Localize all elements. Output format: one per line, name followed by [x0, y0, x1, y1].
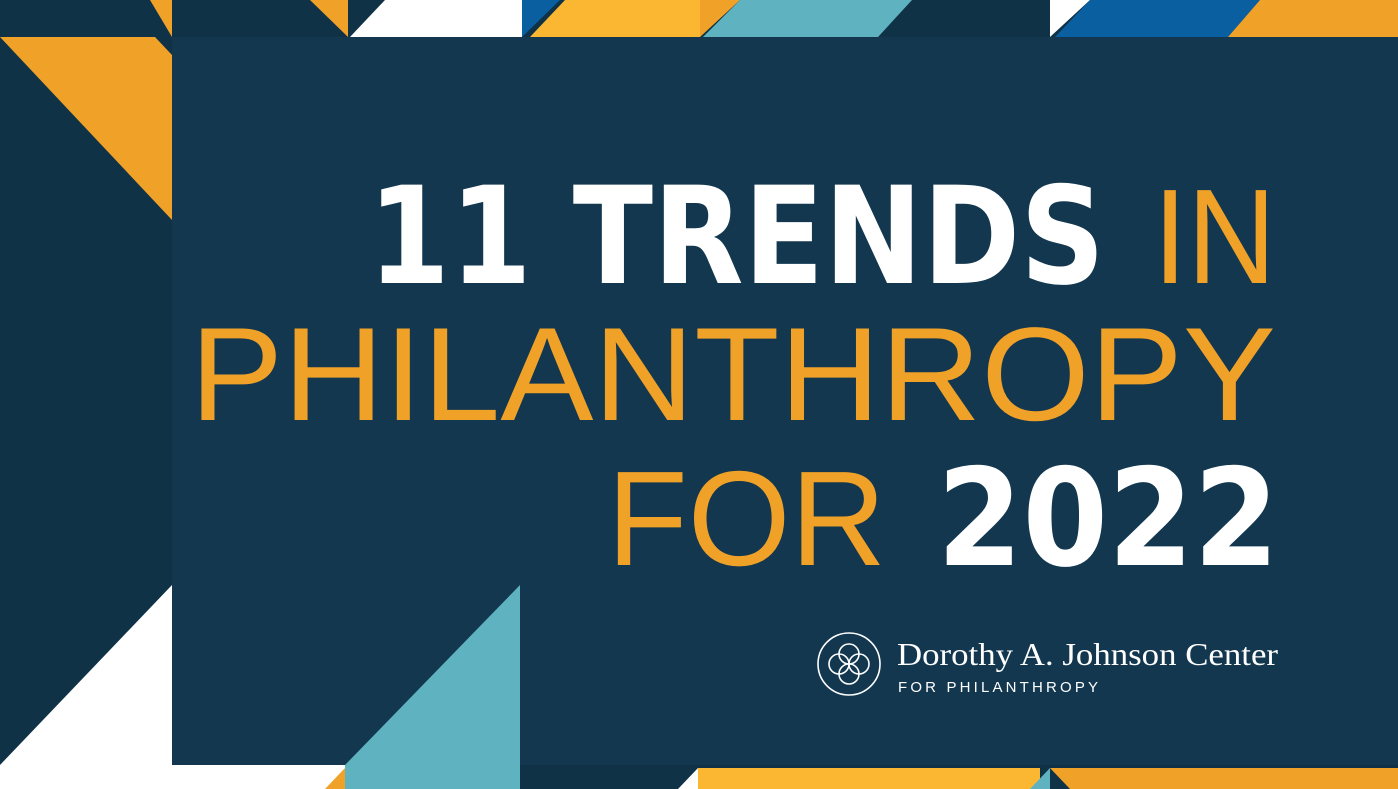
headline-light: FOR	[607, 443, 886, 594]
headline-bold: 11 TRENDS	[368, 158, 1105, 315]
left-pattern	[0, 0, 172, 789]
headline-light: IN	[1153, 161, 1276, 312]
headline-light: PHILANTHROPY	[190, 301, 1276, 449]
headline-bold: 2022	[937, 440, 1279, 597]
bottom-pattern	[0, 585, 1398, 789]
top-pattern	[0, 0, 1398, 37]
logo-name: Dorothy A. Johnson Center	[897, 636, 1278, 672]
logo-tagline: FOR PHILANTHROPY	[898, 679, 1098, 696]
logo-icon	[817, 632, 881, 696]
